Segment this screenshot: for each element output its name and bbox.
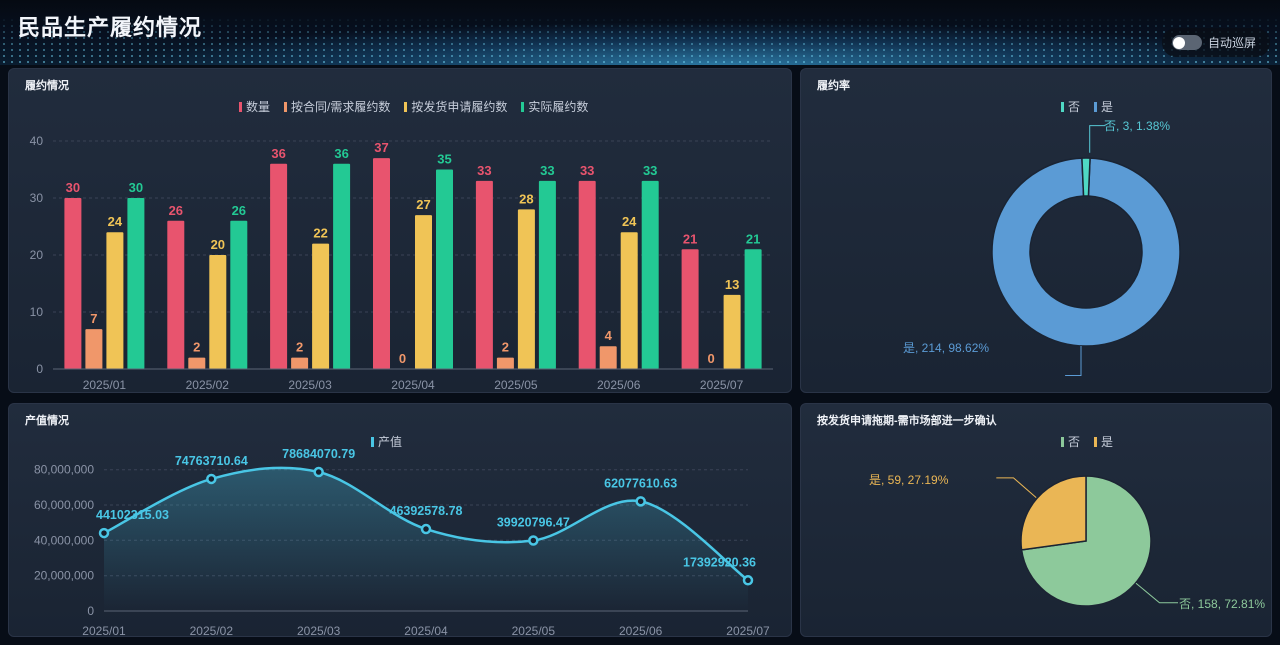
svg-text:2025/07: 2025/07	[726, 624, 770, 638]
svg-text:28: 28	[519, 191, 533, 206]
svg-text:2025/06: 2025/06	[619, 624, 663, 638]
svg-text:0: 0	[707, 351, 714, 366]
svg-text:74763710.64: 74763710.64	[175, 454, 248, 468]
svg-text:7: 7	[90, 311, 97, 326]
svg-text:20,000,000: 20,000,000	[34, 569, 94, 583]
svg-text:27: 27	[416, 197, 430, 212]
svg-text:2025/02: 2025/02	[190, 624, 234, 638]
svg-text:37: 37	[374, 140, 388, 155]
svg-text:30: 30	[66, 180, 80, 195]
svg-text:2025/02: 2025/02	[186, 378, 230, 392]
svg-text:0: 0	[399, 351, 406, 366]
svg-text:13: 13	[725, 277, 739, 292]
svg-text:10: 10	[30, 305, 44, 319]
svg-text:2: 2	[502, 340, 509, 355]
svg-text:20: 20	[30, 248, 44, 262]
svg-text:22: 22	[313, 226, 327, 241]
svg-text:39920796.47: 39920796.47	[497, 515, 570, 529]
svg-text:2: 2	[193, 340, 200, 355]
svg-text:2025/03: 2025/03	[288, 378, 332, 392]
svg-text:44102315.03: 44102315.03	[96, 508, 169, 522]
svg-text:30: 30	[30, 191, 44, 205]
svg-text:33: 33	[580, 163, 594, 178]
svg-text:78684070.79: 78684070.79	[282, 447, 355, 461]
svg-text:21: 21	[683, 231, 697, 246]
svg-text:2025/05: 2025/05	[512, 624, 556, 638]
svg-text:0: 0	[87, 604, 94, 618]
svg-text:2025/07: 2025/07	[700, 378, 744, 392]
svg-text:40,000,000: 40,000,000	[34, 533, 94, 547]
svg-text:24: 24	[622, 214, 637, 229]
svg-text:26: 26	[232, 203, 246, 218]
svg-text:2025/06: 2025/06	[597, 378, 641, 392]
svg-text:24: 24	[108, 214, 123, 229]
svg-text:0: 0	[36, 362, 43, 376]
svg-text:2: 2	[296, 340, 303, 355]
svg-text:21: 21	[746, 231, 760, 246]
svg-text:2025/01: 2025/01	[82, 624, 126, 638]
svg-text:35: 35	[437, 152, 451, 167]
svg-text:36: 36	[271, 146, 285, 161]
svg-text:30: 30	[129, 180, 143, 195]
svg-text:60,000,000: 60,000,000	[34, 498, 94, 512]
svg-text:2025/04: 2025/04	[404, 624, 448, 638]
svg-text:40: 40	[30, 134, 44, 148]
svg-text:33: 33	[477, 163, 491, 178]
svg-text:80,000,000: 80,000,000	[34, 463, 94, 477]
svg-text:2025/03: 2025/03	[297, 624, 341, 638]
svg-text:2025/01: 2025/01	[83, 378, 127, 392]
svg-text:36: 36	[334, 146, 348, 161]
svg-text:33: 33	[540, 163, 554, 178]
svg-text:46392578.78: 46392578.78	[390, 504, 463, 518]
svg-text:33: 33	[643, 163, 657, 178]
svg-text:20: 20	[211, 237, 225, 252]
svg-text:26: 26	[169, 203, 183, 218]
svg-text:2025/04: 2025/04	[391, 378, 435, 392]
svg-text:4: 4	[605, 328, 613, 343]
svg-text:17392920.36: 17392920.36	[683, 555, 756, 569]
svg-text:2025/05: 2025/05	[494, 378, 538, 392]
svg-text:62077610.63: 62077610.63	[604, 476, 677, 490]
